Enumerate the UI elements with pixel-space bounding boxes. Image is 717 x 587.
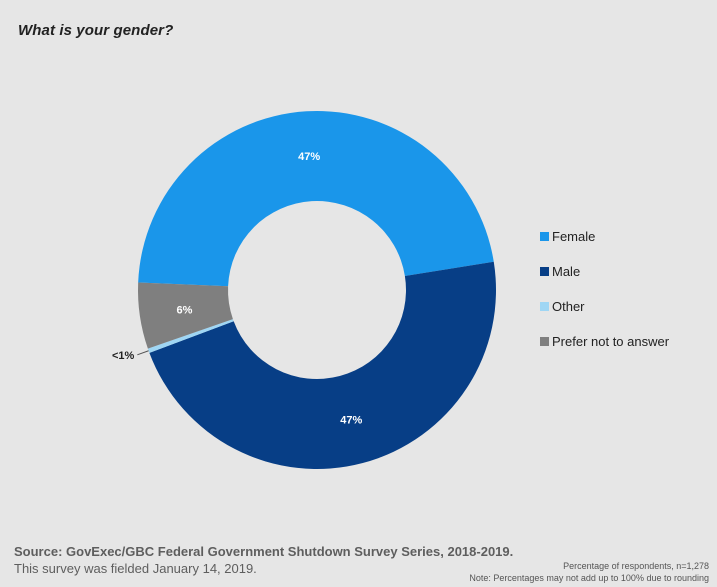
legend-swatch-other — [540, 302, 549, 311]
legend-item-female: Female — [540, 228, 669, 245]
data-label-male: 47% — [340, 415, 362, 427]
data-label-female: 47% — [298, 151, 320, 163]
legend-swatch-male — [540, 267, 549, 276]
donut-labels: 47% 47% <1% 6% — [112, 151, 362, 426]
donut-slices — [138, 111, 496, 469]
data-label-prefer-not: 6% — [176, 304, 192, 316]
footnotes: Percentage of respondents, n=1,278 Note:… — [469, 560, 709, 584]
respondents-note: Percentage of respondents, n=1,278 — [563, 561, 709, 571]
leader-line-other — [137, 350, 149, 356]
legend-label-male: Male — [552, 264, 581, 279]
rounding-note: Note: Percentages may not add up to 100%… — [469, 573, 709, 583]
legend-label-female: Female — [552, 229, 596, 244]
source-text: Source: GovExec/GBC Federal Government S… — [14, 544, 514, 559]
donut-slice-prefer-not — [138, 282, 233, 349]
legend-item-male: Male — [540, 263, 669, 280]
donut-slice-other — [147, 319, 234, 353]
data-label-other: <1% — [112, 350, 135, 362]
fielded-text: This survey was fielded January 14, 2019… — [14, 561, 257, 576]
donut-slice-female — [138, 111, 494, 287]
legend-swatch-prefer-not — [540, 337, 549, 346]
legend-label-prefer-not: Prefer not to answer — [552, 334, 670, 349]
legend-item-other: Other — [540, 298, 669, 315]
legend-item-prefer-not: Prefer not to answer — [540, 333, 669, 350]
legend-swatch-female — [540, 232, 549, 241]
source-note: Source: GovExec/GBC Federal Government S… — [14, 543, 513, 577]
chart-legend: Female Male Other Prefer not to answer — [540, 228, 669, 368]
chart-title: What is your gender? — [18, 22, 174, 39]
legend-label-other: Other — [552, 299, 585, 314]
donut-slice-male — [149, 261, 496, 469]
